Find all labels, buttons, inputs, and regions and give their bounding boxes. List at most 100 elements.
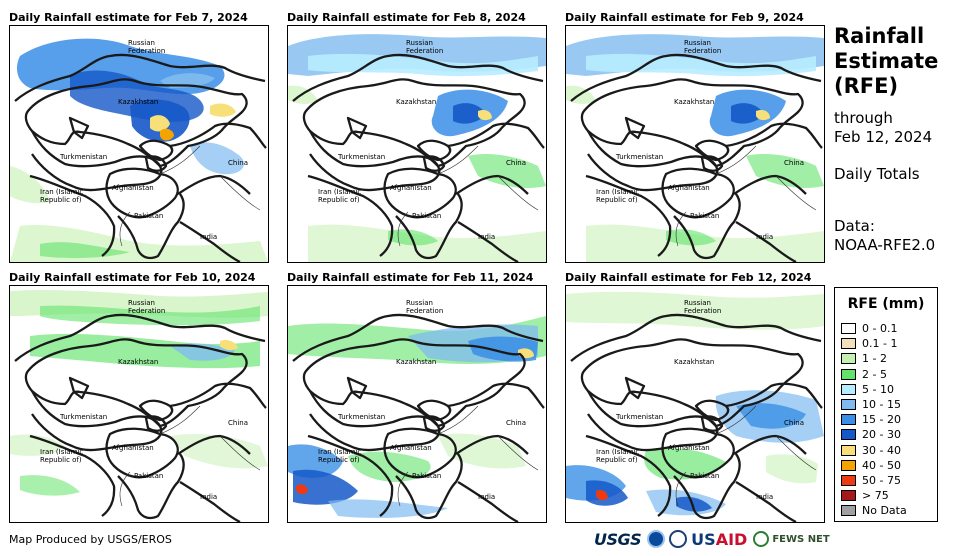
country-border — [661, 427, 735, 479]
label-turkmenistan: Turkmenistan — [615, 413, 663, 421]
country-border — [395, 453, 463, 520]
country-border — [308, 390, 441, 452]
country-border — [700, 415, 724, 432]
label-china: China — [228, 159, 248, 167]
legend-row: 50 - 75 — [841, 473, 901, 488]
label-iran-1: Iran (Islamic — [40, 188, 83, 196]
panel-title-feb12: Daily Rainfall estimate for Feb 12, 2024 — [565, 271, 812, 284]
label-turkmenistan: Turkmenistan — [337, 153, 385, 161]
country-border-thin — [397, 211, 409, 247]
label-russia-1: Russian — [684, 39, 711, 47]
legend-label: 2 - 5 — [862, 367, 887, 381]
rain-area — [756, 109, 770, 121]
side-title-line3: (RFE) — [834, 74, 899, 98]
country-border — [68, 376, 90, 400]
rainfall-map-feb7: Russian Federation Kazakhstan Turkmenistan C… — [9, 25, 269, 263]
country-border — [700, 155, 724, 172]
label-kazakhstan: Kazakhstan — [674, 358, 714, 366]
panel-title-feb11: Daily Rainfall estimate for Feb 11, 2024 — [287, 271, 534, 284]
legend-label: 10 - 15 — [862, 398, 901, 411]
country-border — [395, 193, 463, 260]
label-kazakhstan: Kazakhstan — [118, 98, 158, 106]
country-border — [169, 382, 267, 409]
label-china: China — [228, 419, 248, 427]
label-turkmenistan: Turkmenistan — [59, 153, 107, 161]
label-iran-2: Republic of) — [40, 456, 82, 464]
country-border — [580, 338, 804, 428]
side-title-line1: Rainfall — [834, 24, 925, 48]
rain-area — [666, 229, 716, 246]
rainfall-map-feb9: Russian Federation Kazakhstan Turkmenistan C… — [565, 25, 825, 263]
legend-swatch — [841, 459, 856, 471]
rain-area — [150, 115, 170, 132]
legend-label: > 75 — [862, 489, 889, 503]
legend-row: 40 - 50 — [841, 458, 901, 473]
rain-area — [288, 444, 343, 478]
legend-swatch — [841, 338, 856, 350]
country-border — [383, 167, 457, 219]
rain-area — [10, 166, 50, 204]
rain-area — [746, 154, 824, 188]
legend-label: 5 - 10 — [862, 382, 894, 396]
label-afghanistan: Afghanistan — [390, 444, 432, 452]
country-border — [307, 434, 394, 517]
label-kazakhstan: Kazakhstan — [396, 98, 436, 106]
country-border — [694, 399, 730, 422]
legend-label: 0 - 0.1 — [862, 322, 898, 335]
label-pakistan: Pakistan — [134, 472, 163, 480]
legend-row: 0 - 0.1 — [841, 321, 897, 336]
fews-net-logo: FEWS NET — [772, 533, 830, 545]
country-border — [383, 427, 457, 479]
label-iran-2: Republic of) — [596, 456, 638, 464]
country-border-thin — [119, 471, 131, 507]
legend-row: 1 - 2 — [841, 351, 887, 366]
legend-label: 1 - 2 — [862, 352, 887, 366]
country-border-thin — [715, 405, 757, 435]
country-border — [570, 313, 822, 362]
country-border — [447, 122, 545, 149]
rain-area — [170, 343, 235, 361]
country-border — [422, 155, 446, 172]
rain-area — [220, 339, 238, 351]
country-border-thin — [497, 435, 539, 471]
legend-row: 20 - 30 — [841, 427, 901, 442]
panel-title-feb9: Daily Rainfall estimate for Feb 9, 2024 — [565, 11, 804, 24]
panel-title-feb8: Daily Rainfall estimate for Feb 8, 2024 — [287, 11, 526, 24]
country-border — [292, 313, 544, 362]
label-india: India — [756, 493, 773, 501]
country-border — [457, 221, 519, 262]
label-india: India — [200, 493, 217, 501]
country-border-thin — [675, 471, 687, 507]
label-afghanistan: Afghanistan — [668, 184, 710, 192]
label-iran-2: Republic of) — [596, 196, 638, 204]
country-border-thin — [437, 405, 479, 435]
rain-area — [170, 434, 268, 469]
rain-area — [40, 242, 130, 259]
country-border — [673, 453, 741, 520]
rain-area — [160, 128, 174, 141]
label-iran-2: Republic of) — [318, 196, 360, 204]
rainfall-map-feb11: Russian Federation Kazakhstan Turkmenistan C… — [287, 285, 547, 523]
legend-title: RFE (mm) — [847, 296, 925, 312]
rain-area — [731, 103, 764, 124]
label-russia-2: Federation — [128, 307, 165, 315]
label-pakistan: Pakistan — [690, 472, 719, 480]
legend-swatch — [841, 353, 856, 365]
rain-area — [566, 291, 824, 330]
panel-title-feb10: Daily Rainfall estimate for Feb 10, 2024 — [9, 271, 256, 284]
label-russia-2: Federation — [406, 307, 443, 315]
country-border — [457, 481, 519, 522]
credit-text: Map Produced by USGS/EROS — [9, 533, 172, 546]
country-border — [24, 338, 248, 428]
country-border — [292, 53, 544, 102]
legend-label: 20 - 30 — [862, 428, 901, 442]
label-russia-1: Russian — [684, 299, 711, 307]
country-border — [416, 399, 452, 422]
country-border-thin — [497, 175, 539, 211]
label-russia-2: Federation — [406, 47, 443, 55]
label-russia-1: Russian — [406, 39, 433, 47]
